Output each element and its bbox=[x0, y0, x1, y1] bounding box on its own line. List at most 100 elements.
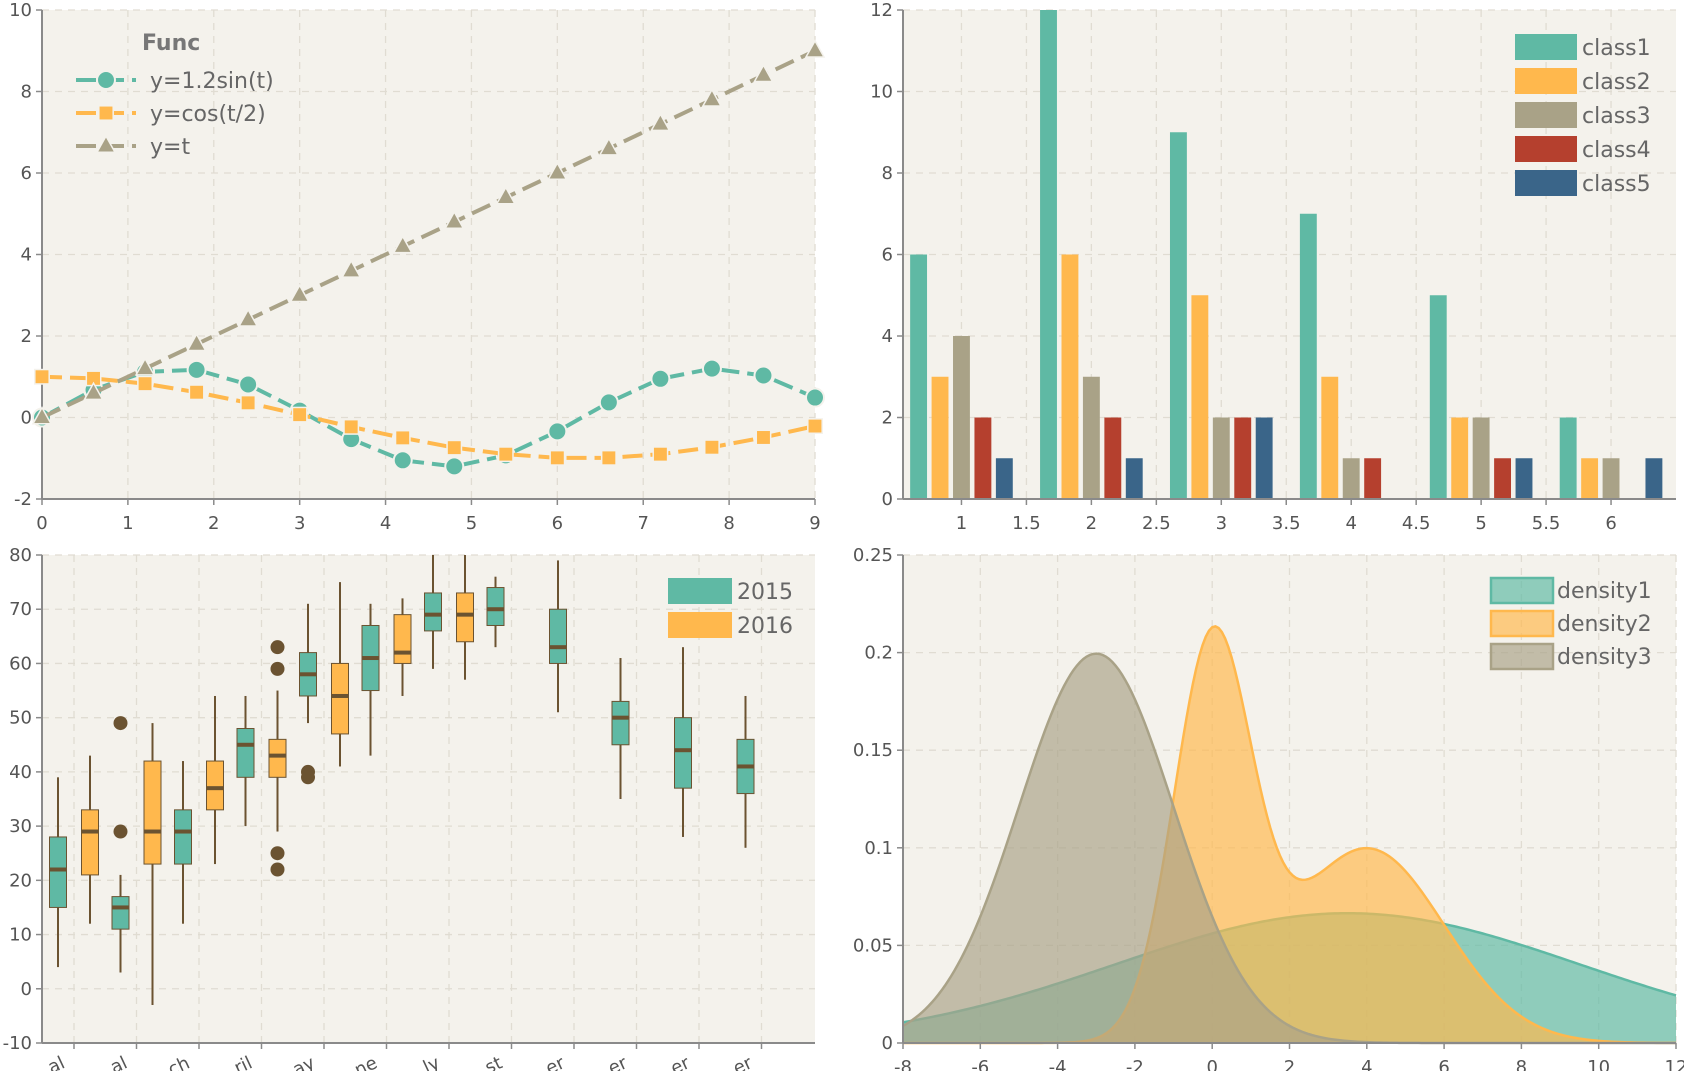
legend-label: y=t bbox=[150, 135, 190, 160]
box-chart-y-tick-label: 0 bbox=[21, 979, 32, 1000]
bar-chart-x-tick-label: 5 bbox=[1475, 513, 1486, 534]
series-2-point bbox=[753, 63, 774, 83]
bar-class5 bbox=[1255, 417, 1273, 499]
density-chart-x-tick-label: -8 bbox=[894, 1057, 912, 1071]
bar-class5 bbox=[995, 458, 1013, 499]
box-outlier bbox=[113, 716, 128, 731]
series-1-point bbox=[755, 429, 772, 446]
series-1-point bbox=[394, 429, 411, 446]
legend-label: density3 bbox=[1557, 645, 1652, 670]
density-chart-x-tick-label: -6 bbox=[971, 1057, 989, 1071]
series-1-point bbox=[497, 446, 514, 463]
box-chart-y-tick-label: 40 bbox=[9, 762, 32, 783]
series-0-point bbox=[547, 421, 568, 442]
bar-class3 bbox=[1602, 458, 1620, 499]
box-chart-y-tick-label: 50 bbox=[9, 708, 32, 729]
line-chart-x-tick-label: 8 bbox=[723, 513, 734, 534]
box-chart-x-tick-label: er bbox=[605, 1052, 631, 1071]
box-body bbox=[393, 614, 412, 664]
bar-class4 bbox=[1104, 417, 1122, 499]
bar-class2 bbox=[931, 376, 949, 499]
box-chart-x-tick-label: ne bbox=[351, 1052, 380, 1071]
bar-chart-y-tick-label: 8 bbox=[882, 163, 893, 184]
series-2-point bbox=[340, 259, 362, 278]
legend-label: 2016 bbox=[737, 614, 793, 639]
box-body bbox=[268, 738, 287, 778]
density-area-density2 bbox=[903, 626, 1676, 1043]
legend-swatch-class1 bbox=[1515, 34, 1577, 60]
bar-class4 bbox=[974, 417, 992, 499]
density-chart-x-tick-label: -2 bbox=[1126, 1057, 1144, 1071]
series-0-point bbox=[805, 387, 825, 408]
series-1-point bbox=[188, 384, 205, 401]
density-chart-x-tick-label: -4 bbox=[1049, 1057, 1067, 1071]
legend-label: density2 bbox=[1557, 612, 1652, 637]
bar-class5 bbox=[1645, 458, 1663, 499]
series-2-point bbox=[443, 210, 465, 229]
series-2-point bbox=[495, 186, 517, 205]
series-line-1 bbox=[41, 374, 816, 460]
line-chart-y-tick-label: 6 bbox=[21, 163, 32, 184]
density-chart-x-tick-label: 4 bbox=[1361, 1057, 1372, 1071]
series-0-point bbox=[598, 392, 619, 413]
density-chart-x-tick-label: 12 bbox=[1665, 1057, 1684, 1071]
bar-chart-y-tick-label: 12 bbox=[870, 0, 893, 21]
series-2-point bbox=[804, 39, 826, 58]
series-0-point bbox=[444, 456, 465, 477]
bar-chart-y-tick-label: 2 bbox=[882, 408, 893, 429]
series-2-point bbox=[186, 332, 207, 352]
line-chart-x-tick-label: 9 bbox=[809, 513, 820, 534]
series-0-point bbox=[186, 359, 207, 380]
series-0-point bbox=[753, 365, 774, 386]
density-chart-y-tick-label: 0.15 bbox=[853, 740, 893, 761]
legend-swatch-density1 bbox=[1489, 576, 1555, 605]
bar-class1 bbox=[1559, 417, 1577, 499]
line-chart-y-tick-label: 0 bbox=[21, 408, 32, 429]
bar-class2 bbox=[1061, 254, 1079, 499]
bar-class1 bbox=[1040, 10, 1057, 499]
bar-class3 bbox=[1472, 417, 1490, 499]
legend-swatch-2015 bbox=[668, 578, 732, 604]
line-chart-x-tick-label: 5 bbox=[466, 513, 477, 534]
series-0-point bbox=[650, 368, 671, 389]
density-chart-x-tick-label: 0 bbox=[1206, 1057, 1217, 1071]
box-body bbox=[81, 809, 99, 876]
box-chart-x-tick-label: al bbox=[107, 1052, 130, 1071]
box-body bbox=[486, 587, 505, 626]
bar-chart-y-tick-label: 0 bbox=[882, 489, 893, 510]
legend-swatch-density3 bbox=[1489, 642, 1555, 671]
box-outlier bbox=[270, 846, 285, 861]
legend-swatch-class5 bbox=[1515, 170, 1577, 196]
series-line-2 bbox=[41, 48, 816, 420]
line-chart-y-tick-label: 4 bbox=[21, 245, 32, 266]
density-area-density3 bbox=[903, 653, 1676, 1043]
box-chart-x-tick-label: st bbox=[482, 1052, 506, 1071]
box-body bbox=[143, 760, 162, 865]
bar-class4 bbox=[1494, 458, 1512, 499]
series-1-point bbox=[343, 418, 360, 435]
line-chart-y-tick-label: 10 bbox=[9, 0, 32, 21]
bar-class1 bbox=[1169, 132, 1187, 499]
line-chart-x-tick-label: 6 bbox=[552, 513, 563, 534]
line-chart-y-tick-label: -2 bbox=[14, 489, 32, 510]
bar-class5 bbox=[1125, 458, 1143, 499]
box-chart-x-tick-label: ril bbox=[231, 1052, 256, 1071]
density-chart-y-tick-label: 0.1 bbox=[864, 838, 893, 859]
box-outlier bbox=[301, 764, 315, 779]
box-body bbox=[549, 608, 567, 664]
bar-chart-y-tick-label: 6 bbox=[882, 245, 893, 266]
series-2-point bbox=[598, 137, 620, 156]
bar-chart-y-tick-label: 4 bbox=[882, 326, 893, 347]
bar-chart-x-tick-label: 3.5 bbox=[1272, 513, 1301, 534]
box-body bbox=[456, 592, 474, 643]
box-chart-x-tick-label: ch bbox=[165, 1052, 193, 1071]
bar-chart-x-tick-label: 4 bbox=[1345, 513, 1356, 534]
bar-chart-x-tick-label: 5.5 bbox=[1532, 513, 1561, 534]
box-body bbox=[206, 760, 224, 811]
legend-label: class1 bbox=[1582, 36, 1651, 61]
box-body bbox=[111, 896, 130, 930]
line-chart-x-tick-label: 4 bbox=[380, 513, 391, 534]
series-1-point bbox=[807, 418, 823, 435]
box-body bbox=[611, 700, 630, 746]
box-chart-x-tick-label: er bbox=[667, 1052, 693, 1071]
